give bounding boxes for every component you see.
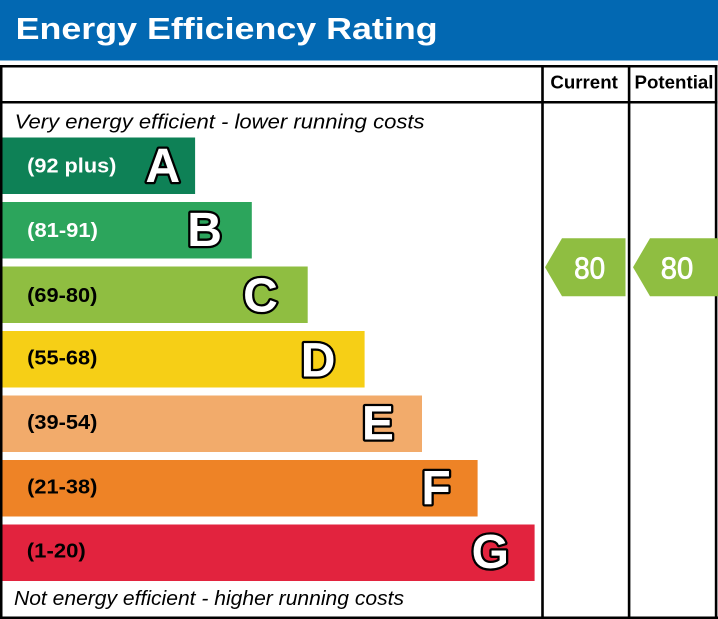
svg-text:Energy Efficiency Rating: Energy Efficiency Rating: [16, 11, 438, 46]
svg-text:Current: Current: [550, 72, 618, 93]
svg-text:A: A: [146, 140, 181, 193]
svg-text:(1-20): (1-20): [27, 540, 86, 562]
svg-text:D: D: [301, 334, 336, 387]
svg-text:Not energy efficient - higher: Not energy efficient - higher running co…: [14, 588, 404, 610]
svg-text:(81-91): (81-91): [27, 220, 98, 242]
svg-text:Very energy efficient - lower: Very energy efficient - lower running co…: [15, 111, 425, 133]
svg-text:80: 80: [661, 250, 694, 285]
svg-text:Potential: Potential: [635, 72, 714, 93]
svg-text:(21-38): (21-38): [27, 477, 97, 499]
svg-text:(39-54): (39-54): [27, 412, 97, 434]
svg-text:F: F: [421, 462, 450, 515]
svg-text:G: G: [472, 526, 509, 579]
svg-text:(69-80): (69-80): [27, 285, 97, 307]
svg-text:B: B: [187, 204, 222, 257]
svg-text:80: 80: [574, 250, 605, 285]
svg-text:(55-68): (55-68): [27, 348, 97, 370]
svg-text:E: E: [362, 397, 394, 450]
svg-text:(92 plus): (92 plus): [27, 156, 116, 178]
svg-text:C: C: [243, 270, 278, 323]
